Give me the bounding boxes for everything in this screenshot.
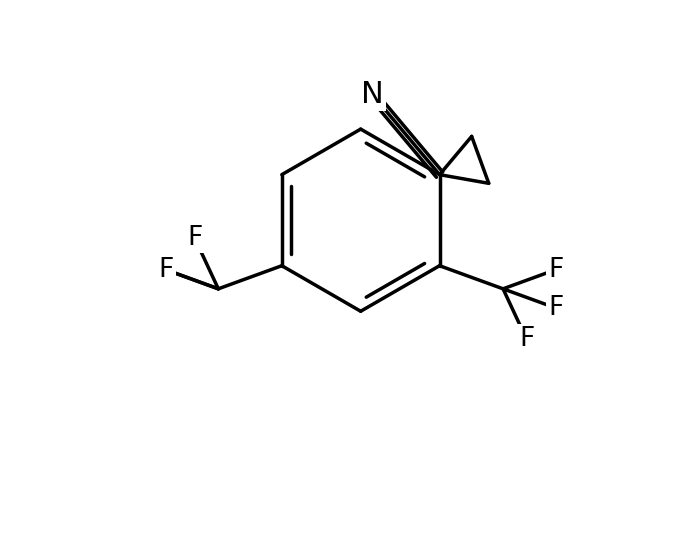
Text: F: F	[519, 326, 534, 352]
Text: N: N	[361, 81, 384, 109]
Text: F: F	[187, 225, 202, 251]
Text: F: F	[548, 257, 563, 283]
Text: F: F	[158, 257, 174, 283]
Text: F: F	[548, 295, 563, 321]
Text: F: F	[158, 257, 174, 283]
